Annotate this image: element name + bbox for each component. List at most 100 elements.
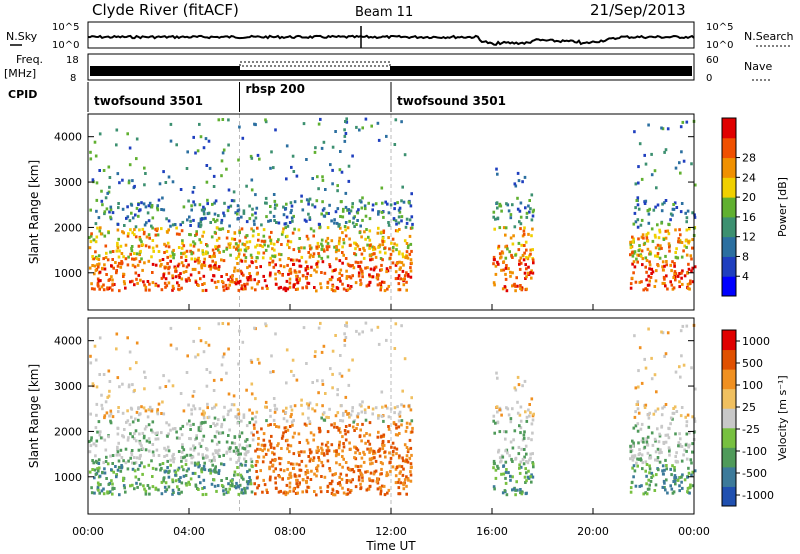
power-cell bbox=[187, 263, 190, 267]
velocity-cell bbox=[154, 431, 157, 435]
velocity-cell bbox=[506, 451, 509, 455]
velocity-cell bbox=[254, 492, 257, 496]
velocity-cell bbox=[315, 474, 318, 478]
velocity-cell bbox=[693, 469, 697, 473]
velocity-cell bbox=[232, 403, 236, 407]
velocity-cell bbox=[323, 475, 327, 479]
power-cell bbox=[254, 245, 257, 249]
velocity-cell bbox=[333, 449, 336, 453]
velocity-cell bbox=[180, 459, 183, 463]
velocity-cell bbox=[338, 481, 341, 484]
power-cell bbox=[223, 214, 226, 218]
power-cell bbox=[94, 222, 98, 226]
velocity-cell bbox=[655, 390, 658, 394]
velocity-cell bbox=[326, 430, 330, 434]
power-cell bbox=[95, 198, 99, 202]
power-cell bbox=[342, 241, 346, 245]
velocity-cell bbox=[523, 448, 526, 451]
velocity-cell bbox=[344, 425, 348, 428]
power-cell bbox=[531, 248, 534, 252]
velocity-cell bbox=[530, 473, 533, 477]
velocity-cell bbox=[312, 456, 316, 460]
velocity-cell bbox=[354, 464, 358, 468]
velocity-cell bbox=[89, 412, 92, 416]
power-cell bbox=[292, 170, 296, 173]
velocity-cell bbox=[213, 458, 216, 462]
power-cell bbox=[286, 263, 289, 267]
velocity-cell bbox=[409, 446, 413, 450]
velocity-cell bbox=[220, 479, 223, 482]
power-cell bbox=[140, 257, 143, 261]
power-cell bbox=[686, 271, 689, 275]
power-cell bbox=[514, 253, 517, 257]
power-cell bbox=[271, 259, 275, 263]
velocity-cell bbox=[387, 415, 391, 419]
velocity-cell bbox=[318, 429, 322, 433]
velocity-cell bbox=[383, 493, 387, 497]
velocity-cell bbox=[126, 409, 129, 413]
velocity-cell bbox=[678, 484, 681, 488]
velocity-cell bbox=[637, 411, 641, 415]
power-cell bbox=[115, 143, 118, 147]
power-cell bbox=[298, 270, 301, 274]
velocity-cell bbox=[202, 456, 205, 460]
power-cell bbox=[189, 219, 192, 223]
velocity-cell bbox=[691, 450, 694, 454]
power-cell bbox=[694, 183, 697, 187]
power-cell bbox=[328, 265, 332, 269]
power-cell bbox=[641, 257, 645, 261]
velocity-cell bbox=[376, 487, 380, 491]
power-cell bbox=[683, 274, 687, 278]
power-cell bbox=[343, 139, 347, 143]
power-cell bbox=[320, 242, 323, 246]
velocity-cell bbox=[137, 413, 141, 417]
power-cell bbox=[360, 269, 364, 273]
velocity-cell bbox=[249, 358, 253, 362]
power-cell bbox=[131, 279, 134, 283]
velocity-cell bbox=[300, 450, 303, 454]
velocity-cell bbox=[98, 373, 101, 376]
velocity-cell bbox=[307, 416, 310, 420]
power-cell bbox=[680, 255, 684, 259]
power-cell bbox=[248, 204, 251, 208]
velocity-cell bbox=[227, 347, 230, 351]
power-cell bbox=[400, 199, 403, 203]
velocity-cell bbox=[216, 484, 220, 488]
power-cell bbox=[656, 223, 659, 227]
power-cell bbox=[222, 285, 225, 289]
velocity-cell bbox=[643, 406, 647, 409]
velocity-cell bbox=[95, 461, 99, 465]
velocity-cell bbox=[648, 464, 651, 468]
power-cell bbox=[341, 245, 344, 249]
power-cell bbox=[126, 234, 130, 238]
x-tick-label: 00:00 bbox=[72, 525, 104, 538]
velocity-cell bbox=[246, 470, 249, 474]
velocity-cell bbox=[195, 436, 198, 440]
power-cell bbox=[144, 285, 148, 289]
velocity-cell bbox=[375, 480, 379, 484]
power-cell bbox=[111, 283, 114, 287]
velocity-cell bbox=[292, 487, 296, 491]
velocity-cell bbox=[282, 409, 285, 413]
velocity-cell bbox=[130, 449, 134, 452]
velocity-cell bbox=[502, 430, 506, 434]
power-cell bbox=[356, 219, 359, 222]
velocity-cell bbox=[369, 462, 372, 466]
velocity-cell bbox=[295, 462, 299, 466]
power-cell bbox=[128, 219, 132, 223]
power-cell bbox=[97, 265, 100, 269]
power-cell bbox=[682, 249, 685, 253]
velocity-cell bbox=[213, 484, 217, 488]
power-cell bbox=[241, 136, 245, 140]
power-cell bbox=[225, 287, 229, 291]
power-cell bbox=[678, 161, 681, 165]
power-cell bbox=[213, 280, 217, 284]
power-cell bbox=[257, 280, 261, 284]
power-cell bbox=[361, 275, 364, 279]
velocity-cell bbox=[104, 400, 108, 404]
power-cell bbox=[409, 266, 412, 270]
power-cell bbox=[509, 236, 513, 240]
power-cell bbox=[237, 248, 240, 252]
velocity-cell bbox=[325, 449, 329, 453]
velocity-cell bbox=[197, 426, 201, 430]
